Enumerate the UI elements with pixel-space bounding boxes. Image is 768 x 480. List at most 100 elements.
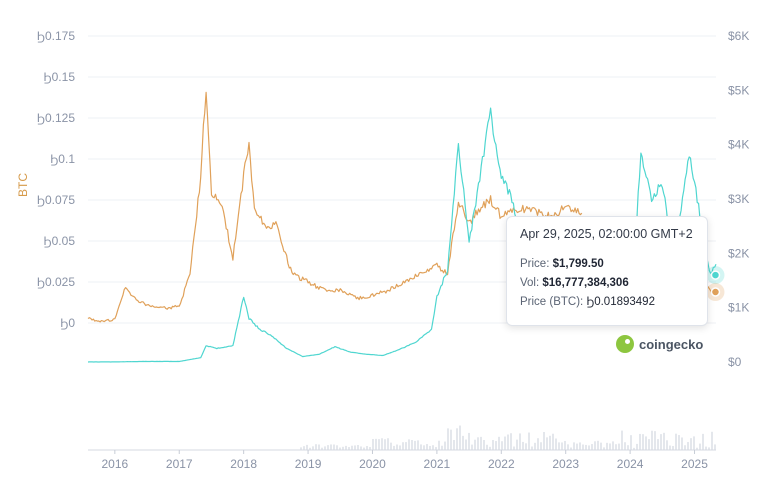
- x-tick-label: 2016: [101, 457, 128, 471]
- volume-bar: [657, 439, 659, 450]
- volume-bar: [351, 445, 353, 450]
- volume-bar: [429, 445, 431, 450]
- left-axis-label: BTC: [16, 173, 30, 197]
- volume-bar: [642, 434, 644, 450]
- volume-bar: [456, 428, 458, 450]
- volume-bar: [654, 431, 656, 450]
- btc-marker: [710, 287, 721, 297]
- volume-bar: [510, 433, 512, 450]
- tooltip-price-row: Price: $1,799.50: [520, 258, 694, 270]
- volume-bar: [537, 438, 539, 450]
- series-line: [87, 91, 583, 323]
- volume-bar: [540, 442, 542, 450]
- volume-bar: [648, 439, 650, 450]
- volume-bar: [348, 447, 350, 450]
- x-tick-label: 2025: [681, 457, 708, 471]
- volume-bar: [354, 445, 356, 450]
- x-tick-label: 2017: [166, 457, 193, 471]
- hover-markers: [706, 266, 725, 302]
- volume-bar: [423, 445, 425, 450]
- volume-bar: [693, 436, 695, 450]
- x-tick-label: 2024: [617, 457, 644, 471]
- volume-bar: [402, 442, 404, 450]
- volume-bar: [705, 446, 707, 450]
- x-tick-label: 2021: [424, 457, 451, 471]
- volume-bar: [309, 447, 311, 450]
- volume-bar: [669, 445, 671, 450]
- volume-bar: [321, 447, 323, 450]
- volume-bar: [459, 425, 461, 450]
- tooltip-btc-row: Price (BTC): Ϧ0.01893492: [520, 296, 694, 308]
- volume-bar: [303, 446, 305, 450]
- left-axis-ticks: Ϧ0 Ϧ0.025 Ϧ0.05 Ϧ0.075 Ϧ0.1 Ϧ0.125 Ϧ0.15 Ϧ0.175: [37, 29, 75, 330]
- volume-bar: [615, 444, 617, 450]
- volume-bar: [435, 447, 437, 450]
- volume-bar: [372, 439, 374, 450]
- volume-bar: [315, 444, 317, 450]
- volume-bar: [603, 447, 605, 450]
- volume-bars: [300, 425, 716, 450]
- volume-bar: [696, 447, 698, 450]
- volume-bar: [474, 439, 476, 450]
- volume-bar: [489, 446, 491, 450]
- volume-bar: [447, 428, 449, 450]
- left-tick-label: Ϧ0.1: [50, 152, 75, 166]
- left-tick-label: Ϧ0.025: [37, 275, 75, 289]
- volume-bar: [450, 429, 452, 450]
- volume-bar: [567, 444, 569, 450]
- left-tick-label: Ϧ0.075: [37, 193, 75, 207]
- volume-bar: [645, 436, 647, 450]
- gridlines: [88, 35, 716, 324]
- volume-bar: [399, 445, 401, 450]
- volume-bar: [564, 440, 566, 450]
- volume-bar: [687, 442, 689, 450]
- volume-bar: [516, 439, 518, 450]
- volume-bar: [378, 439, 380, 450]
- volume-bar: [411, 439, 413, 450]
- tooltip-volume-label: Vol:: [520, 277, 540, 289]
- volume-bar: [549, 435, 551, 450]
- left-tick-label: Ϧ0.05: [44, 234, 76, 248]
- volume-bar: [513, 446, 515, 450]
- volume-bar: [576, 443, 578, 450]
- volume-bar: [591, 444, 593, 450]
- volume-bar: [597, 440, 599, 450]
- volume-bar: [624, 442, 626, 450]
- left-tick-label: Ϧ0.175: [37, 29, 75, 43]
- volume-bar: [618, 443, 620, 450]
- volume-bar: [336, 445, 338, 450]
- volume-bar: [342, 446, 344, 450]
- x-tick-label: 2023: [552, 457, 579, 471]
- volume-bar: [588, 445, 590, 450]
- series-line: [87, 107, 540, 363]
- volume-bar: [678, 435, 680, 450]
- volume-bar: [441, 445, 443, 450]
- volume-bar: [486, 444, 488, 450]
- volume-bar: [360, 446, 362, 450]
- x-tick-label: 2020: [359, 457, 386, 471]
- volume-bar: [318, 444, 320, 450]
- x-axis-ticks: 2016 2017 2018 2019 2020 2021 2022 2023 2024 2025: [88, 449, 716, 471]
- volume-bar: [405, 442, 407, 450]
- volume-bar: [426, 444, 428, 450]
- volume-bar: [438, 440, 440, 450]
- volume-bar: [333, 444, 335, 450]
- volume-bar: [465, 439, 467, 450]
- right-tick-label: $6K: [728, 29, 749, 43]
- volume-bar: [708, 447, 710, 450]
- volume-bar: [543, 432, 545, 450]
- volume-bar: [630, 435, 632, 450]
- volume-bar: [471, 444, 473, 450]
- volume-bar: [711, 431, 713, 450]
- volume-bar: [714, 444, 716, 450]
- right-axis-ticks: $0 $1K $2K $3K $4K $5K $6K: [728, 29, 749, 369]
- volume-bar: [666, 440, 668, 450]
- eth-marker: [710, 270, 721, 280]
- volume-bar: [552, 433, 554, 450]
- volume-bar: [555, 438, 557, 450]
- tooltip-date: Apr 29, 2025, 02:00:00 GMT+2: [520, 227, 693, 241]
- volume-bar: [498, 436, 500, 450]
- volume-bar: [501, 441, 503, 450]
- left-tick-label: Ϧ0: [60, 316, 75, 330]
